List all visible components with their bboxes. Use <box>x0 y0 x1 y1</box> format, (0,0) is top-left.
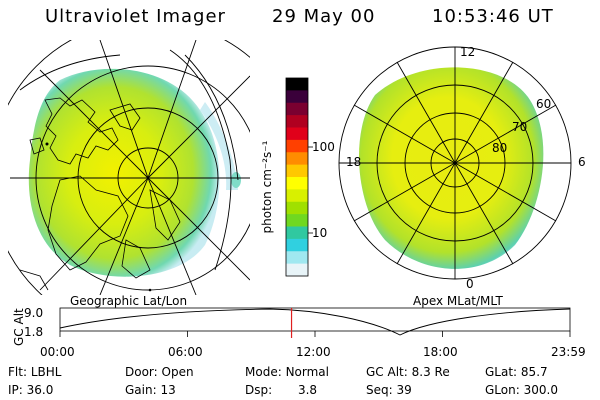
colorbar-segment <box>286 139 308 153</box>
info-gain: Gain: 13 <box>125 383 176 397</box>
apex-mlat-mlt-image <box>338 46 572 280</box>
colorbar-segment <box>286 115 308 128</box>
limb-spot <box>231 172 241 188</box>
info-glon: GLon: 300.0 <box>485 383 558 397</box>
auroral-oval <box>358 67 544 269</box>
colorbar-segment <box>286 102 308 116</box>
limb-emission <box>200 102 238 190</box>
mlt-label-6: 6 <box>578 155 586 169</box>
info-seq: Seq: 39 <box>366 383 412 397</box>
colorbar-segment <box>286 90 308 104</box>
timeline-xtick-1800: 18:00 <box>423 345 458 359</box>
colorbar-unit-label: photon cm⁻²s⁻¹ <box>260 140 274 234</box>
timeline-xtick-0000: 00:00 <box>40 345 75 359</box>
mlat-label-70: 70 <box>512 120 528 134</box>
mlt-label-0: 0 <box>466 277 474 291</box>
info-mode: Mode: Normal <box>245 365 329 379</box>
intensity-colorbar <box>285 77 313 277</box>
instrument-title: Ultraviolet Imager <box>45 6 226 27</box>
info-glat: GLat: 85.7 <box>485 365 548 379</box>
apex-panel-label: Apex MLat/MLT <box>413 294 503 308</box>
altitude-curve <box>59 308 571 336</box>
mlat-label-80: 80 <box>492 141 508 155</box>
colorbar-segment <box>286 214 308 227</box>
info-door: Door: Open <box>125 365 194 379</box>
colorbar-segment <box>286 127 308 141</box>
geographic-panel-label: Geographic Lat/Lon <box>70 294 188 308</box>
colorbar-segment <box>286 152 308 166</box>
colorbar-segment <box>286 78 308 91</box>
mlt-grid <box>339 47 571 279</box>
mlt-label-12: 12 <box>460 45 476 59</box>
timeline-xtick-2359: 23:59 <box>551 345 586 359</box>
auroral-emission-region <box>28 68 220 277</box>
info-gc-alt: GC Alt: 8.3 Re <box>366 365 450 379</box>
timeline-ytick-high: 9.0 <box>24 306 44 320</box>
coastlines <box>19 97 181 291</box>
longitude-grid <box>10 40 250 295</box>
geographic-projection-image <box>8 40 250 295</box>
colorbar-segment <box>286 189 308 203</box>
timeline-xtick-1200: 12:00 <box>296 345 331 359</box>
image-time: 10:53:46 UT <box>432 6 554 27</box>
timeline-ytick-low: 1.8 <box>24 325 44 339</box>
info-ip: IP: 36.0 <box>8 383 54 397</box>
colorbar-tick-100: 100 <box>312 140 335 154</box>
timeline-xtick-0600: 06:00 <box>168 345 203 359</box>
mlt-label-18: 18 <box>346 155 362 169</box>
info-filter: Flt: LBHL <box>8 365 62 379</box>
mlat-label-60: 60 <box>536 97 552 111</box>
colorbar-segment <box>286 251 308 265</box>
orbit-altitude-timeline <box>59 307 571 338</box>
colorbar-segment <box>286 177 308 190</box>
colorbar-segment <box>286 164 308 178</box>
colorbar-segment <box>286 238 308 252</box>
info-dsp: Dsp: 3.8 <box>245 383 318 397</box>
colorbar-segment <box>286 226 308 240</box>
image-date: 29 May 00 <box>272 6 376 27</box>
colorbar-segment <box>286 263 308 277</box>
colorbar-segment <box>286 201 308 215</box>
colorbar-tick-10: 10 <box>312 226 328 240</box>
